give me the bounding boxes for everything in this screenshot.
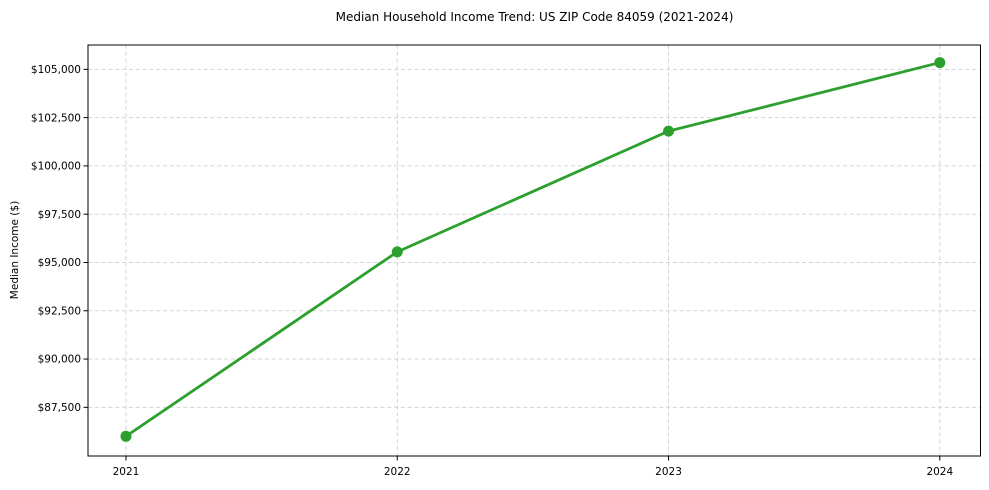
y-tick-label: $87,500 bbox=[38, 402, 81, 414]
y-tick-label: $100,000 bbox=[31, 161, 81, 173]
chart-title: Median Household Income Trend: US ZIP Co… bbox=[335, 10, 734, 24]
x-tick-label: 2021 bbox=[113, 466, 140, 478]
data-point-2022 bbox=[391, 246, 403, 258]
x-tick-label: 2022 bbox=[384, 466, 411, 478]
x-tick-label: 2023 bbox=[655, 466, 682, 478]
data-point-2024 bbox=[934, 57, 946, 69]
data-point-2023 bbox=[663, 125, 675, 137]
data-line bbox=[124, 61, 942, 438]
data-point-2021 bbox=[120, 430, 132, 442]
y-tick-label: $105,000 bbox=[31, 64, 81, 76]
x-tick-label: 2024 bbox=[926, 466, 953, 478]
y-tick-label: $97,500 bbox=[38, 209, 81, 221]
y-tick-label: $95,000 bbox=[38, 257, 81, 269]
plot-border bbox=[87, 44, 981, 457]
y-tick-label: $92,500 bbox=[38, 305, 81, 317]
y-tick-label: $102,500 bbox=[31, 112, 81, 124]
y-tick-label: $90,000 bbox=[38, 354, 81, 366]
